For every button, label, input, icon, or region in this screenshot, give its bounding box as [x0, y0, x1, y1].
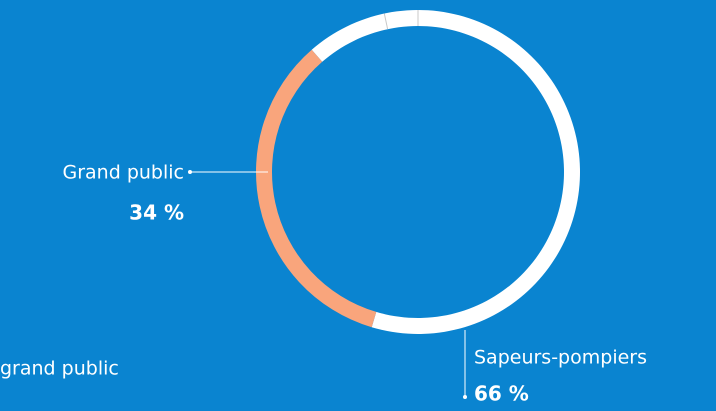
value-label: 34 %	[129, 201, 184, 225]
donut-segment	[255, 49, 377, 328]
legend-label: Grand public	[63, 162, 185, 184]
leader-dot	[188, 170, 192, 174]
value-label: 66 %	[474, 382, 529, 406]
donut-segment	[311, 10, 580, 335]
caption: grand public	[0, 358, 119, 380]
leader-dot	[463, 395, 467, 399]
separator	[383, 13, 389, 30]
legend-label: Sapeurs-pompiers	[474, 347, 647, 369]
